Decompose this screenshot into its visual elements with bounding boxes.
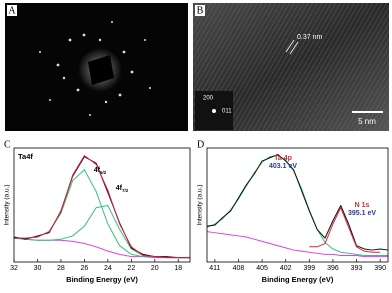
- panel-b: B 0.37 nm 200 011 5 nm: [193, 3, 389, 131]
- x-axis-title: Binding Energy (eV): [262, 275, 334, 284]
- x-tick-label: 32: [10, 265, 18, 272]
- spacing-marker: [285, 39, 295, 53]
- x-tick-label: 396: [327, 265, 339, 272]
- x-tick-label: 393: [351, 265, 363, 272]
- x-tick-label: 24: [104, 265, 112, 272]
- peak-label: N 1s: [355, 202, 370, 209]
- fft-center: [212, 109, 216, 113]
- series-line: [13, 205, 190, 259]
- x-tick-label: 411: [209, 265, 220, 272]
- panel-label: A: [8, 5, 16, 16]
- fft-label: 011: [222, 109, 232, 115]
- beam-stop: [88, 55, 114, 85]
- peak-label-sub: 7/2: [122, 188, 129, 193]
- spacing-marker: [289, 41, 299, 55]
- peak-energy: 403.1 eV: [269, 163, 297, 170]
- peak-label: 4f: [116, 185, 123, 192]
- x-tick-label: 28: [57, 265, 65, 272]
- series-line: [206, 154, 389, 251]
- y-axis-title: Intensity (a.u.): [4, 184, 11, 225]
- x-tick-label: 20: [151, 265, 159, 272]
- scale-label: 5 nm: [358, 117, 376, 126]
- series-line: [309, 207, 381, 253]
- series-line: [14, 155, 190, 259]
- x-tick-label: 405: [256, 265, 268, 272]
- x-tick-label: 22: [127, 265, 135, 272]
- peak-label-sub: 5/2: [100, 170, 107, 175]
- panel-title: Ta4f: [18, 152, 33, 161]
- x-tick-label: 399: [303, 265, 315, 272]
- x-tick-label: 30: [34, 265, 42, 272]
- panel-label: D: [197, 139, 204, 150]
- panel-a: A: [5, 3, 188, 131]
- diffraction-spots: [39, 21, 151, 116]
- y-axis-title: Intensity (a.u.): [197, 184, 204, 225]
- panel-label: B: [197, 5, 204, 16]
- label-box: [7, 5, 17, 16]
- spacing-label: 0.37 nm: [297, 34, 322, 41]
- series-line: [206, 231, 388, 258]
- plot-frame: [206, 147, 389, 263]
- x-tick-label: 408: [233, 265, 245, 272]
- x-tick-label: 402: [280, 265, 292, 272]
- peak-energy: 395.1 eV: [348, 210, 376, 217]
- series-line: [14, 169, 190, 259]
- x-tick-label: 18: [174, 265, 182, 272]
- peak-label: 4f: [94, 167, 101, 174]
- peak-label: Ta 4p: [274, 155, 292, 162]
- series-line: [13, 237, 190, 259]
- plot-frame: [13, 147, 191, 263]
- x-tick-label: 26: [81, 265, 89, 272]
- fft-label: 200: [203, 96, 214, 102]
- label-box: [195, 5, 205, 16]
- x-axis-title: Binding Energy (eV): [66, 275, 138, 284]
- panel-label: C: [4, 139, 11, 150]
- x-tick-label: 390: [374, 265, 386, 272]
